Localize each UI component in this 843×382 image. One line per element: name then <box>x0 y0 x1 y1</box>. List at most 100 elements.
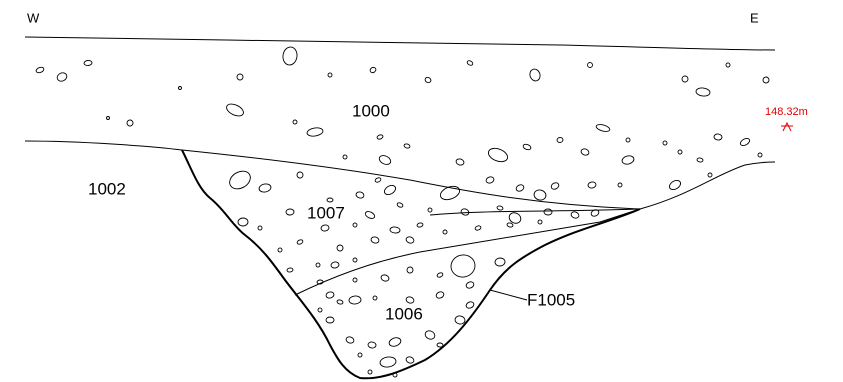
pebble <box>487 147 509 163</box>
pebble <box>465 301 475 309</box>
pebble <box>460 208 470 216</box>
pebble <box>424 76 432 84</box>
east-label: E <box>750 10 759 25</box>
pebble <box>739 137 751 147</box>
layer-1000-base-west <box>24 140 183 151</box>
pebble <box>406 266 414 274</box>
pebble <box>529 68 541 82</box>
pebble <box>367 369 373 375</box>
context-label: 1002 <box>88 179 126 198</box>
pebble <box>229 170 251 190</box>
pebble <box>258 183 272 193</box>
pebble <box>355 191 365 199</box>
pebble <box>325 291 335 299</box>
pebble <box>508 212 522 224</box>
pebble <box>330 261 340 269</box>
pebble <box>436 272 444 278</box>
pebble <box>336 244 344 252</box>
pebble <box>427 207 433 213</box>
pebble <box>662 140 668 146</box>
pebble <box>379 356 397 368</box>
pebble <box>126 119 134 127</box>
pebble <box>436 342 444 348</box>
feature-label: F1005 <box>527 290 575 309</box>
pebble <box>326 197 334 203</box>
pebble <box>496 205 504 211</box>
pebble <box>625 137 631 143</box>
pebble <box>570 211 580 219</box>
pebble <box>537 219 543 225</box>
pebble <box>320 224 330 232</box>
pebble <box>327 72 333 78</box>
pebble <box>374 177 382 183</box>
pebble <box>378 155 392 165</box>
pebble <box>380 274 390 282</box>
pebble <box>725 62 731 68</box>
pebble <box>757 152 763 158</box>
pebble <box>282 46 298 66</box>
pebble <box>587 62 593 68</box>
pebble <box>580 148 590 156</box>
west-label: W <box>27 10 40 25</box>
cut-f1005 <box>181 149 641 380</box>
pebble <box>494 257 506 267</box>
pebble <box>621 155 635 165</box>
pebble <box>106 116 110 120</box>
pebble <box>442 229 448 235</box>
pebble <box>543 208 553 216</box>
datum-marker <box>781 121 793 132</box>
pebble <box>257 225 263 231</box>
pebble <box>369 66 377 74</box>
pebble <box>450 254 476 278</box>
pebble <box>506 222 514 228</box>
ground-surface <box>24 36 776 51</box>
pebble <box>485 176 495 184</box>
layer-1007-1006-boundary <box>294 208 641 296</box>
pebble <box>277 247 283 253</box>
pebble <box>306 127 324 137</box>
pebble <box>296 239 304 245</box>
pebble <box>83 60 93 66</box>
pebbles <box>35 46 770 378</box>
pebble <box>345 336 355 344</box>
pebble <box>681 75 689 83</box>
pebble <box>376 134 384 140</box>
pebble <box>762 76 770 84</box>
pebble <box>325 316 335 324</box>
pebble <box>236 73 244 81</box>
pebble <box>178 86 182 90</box>
pebble <box>35 66 45 74</box>
layer-boundary-upper <box>429 208 641 216</box>
pebble <box>617 182 623 188</box>
pebble <box>296 171 304 179</box>
pebble <box>435 291 445 299</box>
pebble <box>695 87 711 97</box>
pebble <box>416 222 424 228</box>
pebble <box>533 189 547 201</box>
pebble <box>474 225 482 231</box>
pebble <box>396 202 404 208</box>
pebble <box>336 299 344 305</box>
pebble <box>226 103 244 117</box>
pebble <box>352 257 358 263</box>
pebble <box>372 295 378 301</box>
pebble <box>707 172 713 178</box>
context-label: 1000 <box>352 101 390 120</box>
pebble <box>713 133 723 141</box>
pebble <box>465 281 475 289</box>
pebble <box>357 352 363 358</box>
pebble <box>367 341 377 349</box>
feature-leader <box>489 289 528 301</box>
pebble <box>364 211 376 219</box>
pebble <box>317 307 323 313</box>
pebble <box>370 236 380 244</box>
pebble <box>237 217 249 227</box>
pebble <box>403 143 411 149</box>
datum-label: 148.32m <box>765 106 808 118</box>
pebble <box>315 262 321 268</box>
pebble <box>389 226 401 234</box>
pebble <box>348 295 362 305</box>
pebble <box>466 60 474 66</box>
pebble <box>587 181 597 189</box>
